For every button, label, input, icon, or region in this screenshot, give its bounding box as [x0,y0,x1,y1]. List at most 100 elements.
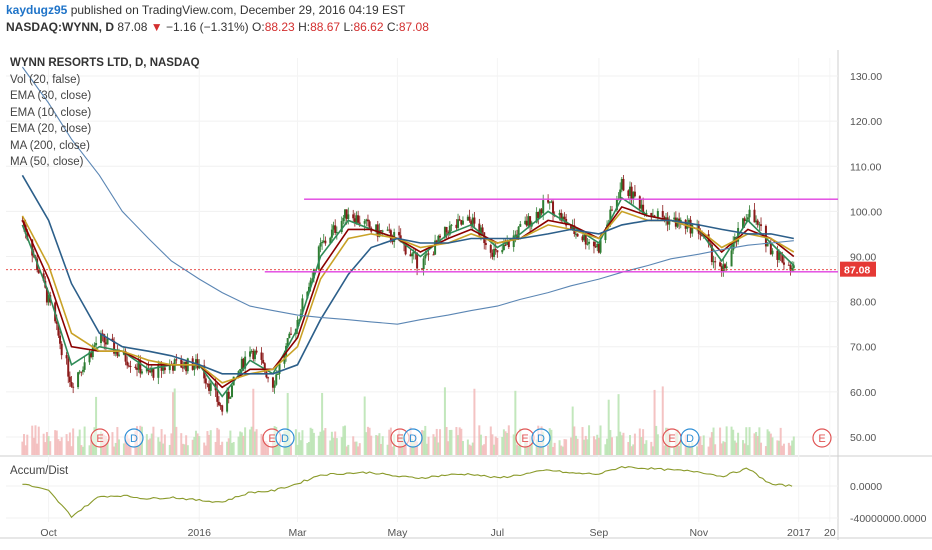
candle-body [434,240,437,255]
indicator-ma200[interactable]: MA (200, close) [10,139,90,152]
indicator-vol[interactable]: Vol (20, false) [10,73,81,86]
volume-bar [219,444,222,455]
price-grid [6,75,838,438]
candle-body [422,258,425,270]
candle-body [588,241,591,244]
volume-bar [478,425,481,455]
candle-body [347,214,350,219]
candle-body [353,218,356,224]
candle-body [457,219,460,228]
volume-bar [789,445,792,455]
candle-body [435,240,438,243]
candle-body [517,226,520,238]
candle-body [571,225,574,231]
volume-bar [448,429,451,455]
candle-body [93,345,96,347]
candle-body [529,216,532,227]
candle-body [574,233,577,235]
candle-body [496,250,499,253]
volume-bar [651,446,654,455]
volume-bar [597,437,600,455]
volume-bar [239,431,242,455]
volume-bar [402,441,405,455]
candle-body [221,405,224,412]
volume-bar [619,431,622,455]
x-tick-label: Mar [288,527,307,539]
indicator-ema10[interactable]: EMA (10, close) [10,106,92,119]
volume-bar [335,438,338,455]
candle-body [720,266,723,272]
volume-bar [558,440,561,455]
volume-bar [479,434,482,455]
volume-bar [88,445,91,455]
dividend-marker [531,428,551,448]
volume-bar [150,433,153,455]
volume-bar [501,436,504,455]
candle-body [561,216,564,221]
volume-bar [686,445,689,455]
volume-bar [609,430,612,455]
event-marker-label: E [668,433,675,445]
volume-bar [632,444,635,455]
candle-body [194,359,197,367]
candle-body [570,225,573,231]
ma50-line [21,174,794,375]
candle-body [250,350,253,352]
volume-bar [432,434,435,455]
volume-bar [617,394,620,455]
candle-body [198,365,201,369]
low-value: 86.62 [353,20,384,34]
volume-bar [447,441,450,455]
candle-body [416,252,419,269]
author-link[interactable]: kaydugz95 [6,3,68,17]
volume-bar [606,438,609,455]
candle-body [306,291,309,299]
volume-bar [158,441,161,455]
volume-bar [696,446,699,455]
candle-body [386,229,389,231]
candle-body [380,230,383,232]
indicator-ema30[interactable]: EMA (30, close) [10,90,92,102]
y-tick-label: 80.00 [850,297,876,309]
volume-bar [129,446,132,455]
volume-bar [615,436,618,455]
volume-bar [194,430,197,455]
x-tick-label: Jul [491,527,504,539]
candle-body [787,264,790,266]
volume-bar [769,433,772,455]
volume-bar [560,445,563,455]
candle-body [484,243,487,245]
candle-body [424,254,427,259]
event-marker-label: D [537,433,545,445]
accum-y-tick-label: -40000000.0000 [850,513,927,525]
candle-body [249,351,252,357]
volume-bar [435,428,438,455]
volume-bar [494,436,497,455]
volume-bar [36,443,39,455]
indicator-ema20[interactable]: EMA (20, close) [10,123,92,135]
candle-body [101,333,104,335]
volume-bar [286,392,289,455]
volume-bar [391,446,394,455]
volume-bar [186,445,189,455]
candle-body [329,237,332,244]
candle-body [535,211,538,223]
candle-body [421,268,423,270]
indicator-ma50[interactable]: MA (50, close) [10,156,84,168]
volume-bar [24,445,27,455]
candle-body [31,239,34,256]
volume-bar [355,441,358,455]
candle-body [640,204,643,209]
ma200-line [21,66,794,325]
candle-body [782,262,785,265]
candle-body [778,252,781,260]
volume-bar [357,446,360,455]
volume-bar [370,435,373,455]
candle-body [242,358,245,369]
candle-body [162,367,165,371]
candle-body [72,386,75,388]
candle-body [629,186,631,196]
volume-bar [584,435,587,455]
volume-bar [561,446,564,455]
